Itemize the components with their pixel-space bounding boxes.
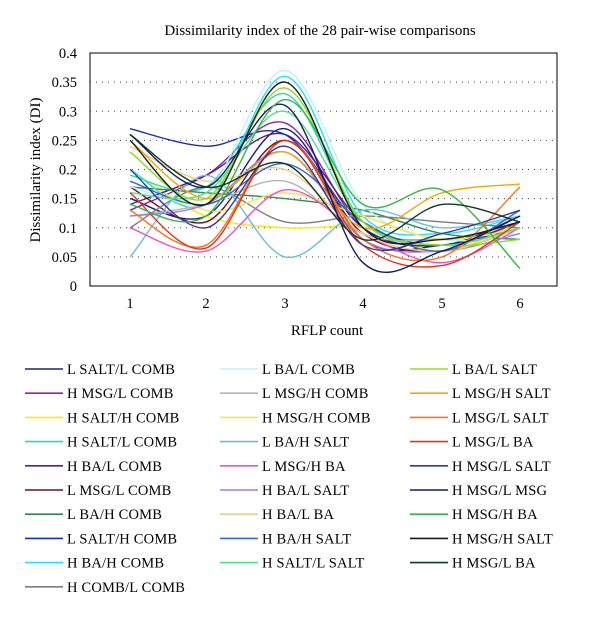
legend-label-h-msg-l-ba: H MSG/L BA [452,556,536,572]
series-line-l-msg-h-ba [129,189,521,264]
y-tick-label: 0.15 [52,192,77,208]
legend-label-l-ba-h-salt: L BA/H SALT [262,435,349,451]
legend-label-l-salt-l-comb: L SALT/L COMB [67,362,175,378]
series-line-l-msg-l-salt [129,139,521,262]
y-tick-label: 0.3 [59,104,77,120]
x-axis-label: RFLP count [291,323,364,339]
x-tick-label: 2 [202,296,209,312]
legend-label-h-msg-l-msg: H MSG/L MSG [452,483,547,499]
y-tick-label: 0.25 [52,133,77,149]
y-tick-label: 0.4 [59,46,78,62]
legend-label-h-ba-l-comb: H BA/L COMB [67,459,162,475]
legend-label-h-msg-l-comb: H MSG/L COMB [67,386,174,402]
legend-label-l-ba-l-comb: L BA/L COMB [262,362,355,378]
x-tick-label: 3 [281,296,288,312]
legend-label-l-msg-l-ba: L MSG/L BA [452,435,534,451]
chart-title: Dissimilarity index of the 28 pair-wise … [164,23,475,39]
series-lines [129,69,521,274]
series-line-l-msg-l-ba [129,139,521,268]
legend-label-h-ba-h-comb: H BA/H COMB [67,556,164,572]
legend-label-h-ba-l-salt: H BA/L SALT [262,483,349,499]
y-ticks: 0 0.05 0.1 0.15 0.2 0.25 0.3 0.35 0.4 [52,46,78,295]
x-tick-label: 5 [438,296,445,312]
legend-label-h-salt-l-comb: H SALT/L COMB [67,435,177,451]
legend-label-l-msg-h-ba: L MSG/H BA [262,459,346,475]
legend-label-h-ba-l-ba: H BA/L BA [262,507,334,523]
series-line-l-msg-l-comb [129,139,521,253]
y-tick-label: 0.2 [59,163,77,179]
y-tick-label: 0.1 [59,221,77,237]
series-line-h-comb-l-comb [129,186,521,229]
legend-label-h-comb-l-comb: H COMB/L COMB [67,580,185,596]
y-axis-label: Dissimilarity index (DI) [28,98,44,243]
x-tick-label: 6 [516,296,523,312]
legend-label-l-msg-h-comb: L MSG/H COMB [262,386,369,402]
x-tick-label: 1 [126,296,133,312]
series-line-h-ba-h-comb [129,75,521,236]
legend-label-h-msg-h-ba: H MSG/H BA [452,507,538,523]
y-tick-label: 0.35 [52,75,77,91]
legend-label-l-salt-h-comb: L SALT/H COMB [67,531,177,547]
series-line-h-msg-l-ba [129,133,521,241]
series-line-h-msg-h-salt [129,81,521,245]
legend: L SALT/L COMB H MSG/L COMB H SALT/H COMB H … [25,362,553,596]
legend-label-l-ba-h-comb: L BA/H COMB [67,507,162,523]
series-line-l-ba-l-salt [129,87,521,247]
x-ticks: 1 2 3 4 5 6 [126,296,523,312]
y-tick-label: 0.05 [52,250,77,266]
series-line-l-salt-h-comb [129,128,521,247]
legend-label-l-msg-l-salt: L MSG/L SALT [452,410,549,426]
legend-label-h-msg-l-salt: H MSG/L SALT [452,459,551,475]
legend-label-l-msg-h-salt: L MSG/H SALT [452,386,551,402]
legend-label-h-msg-h-salt: H MSG/H SALT [452,531,553,547]
x-tick-label: 4 [359,296,367,312]
legend-label-h-msg-h-comb: H MSG/H COMB [262,410,371,426]
legend-label-l-msg-l-comb: L MSG/L COMB [67,483,171,499]
series-line-h-msg-l-salt [129,145,521,251]
series-line-h-msg-l-msg [129,103,521,274]
series-line-h-salt-l-comb [129,93,521,241]
legend-label-l-ba-l-salt: L BA/L SALT [452,362,537,378]
legend-label-h-ba-h-salt: H BA/H SALT [262,531,351,547]
series-line-l-ba-l-comb [129,69,521,242]
legend-label-h-salt-l-salt: H SALT/L SALT [262,556,365,572]
series-line-l-ba-h-salt [129,174,521,258]
legend-label-h-salt-h-comb: H SALT/H COMB [67,410,179,426]
y-tick-label: 0 [70,279,77,295]
